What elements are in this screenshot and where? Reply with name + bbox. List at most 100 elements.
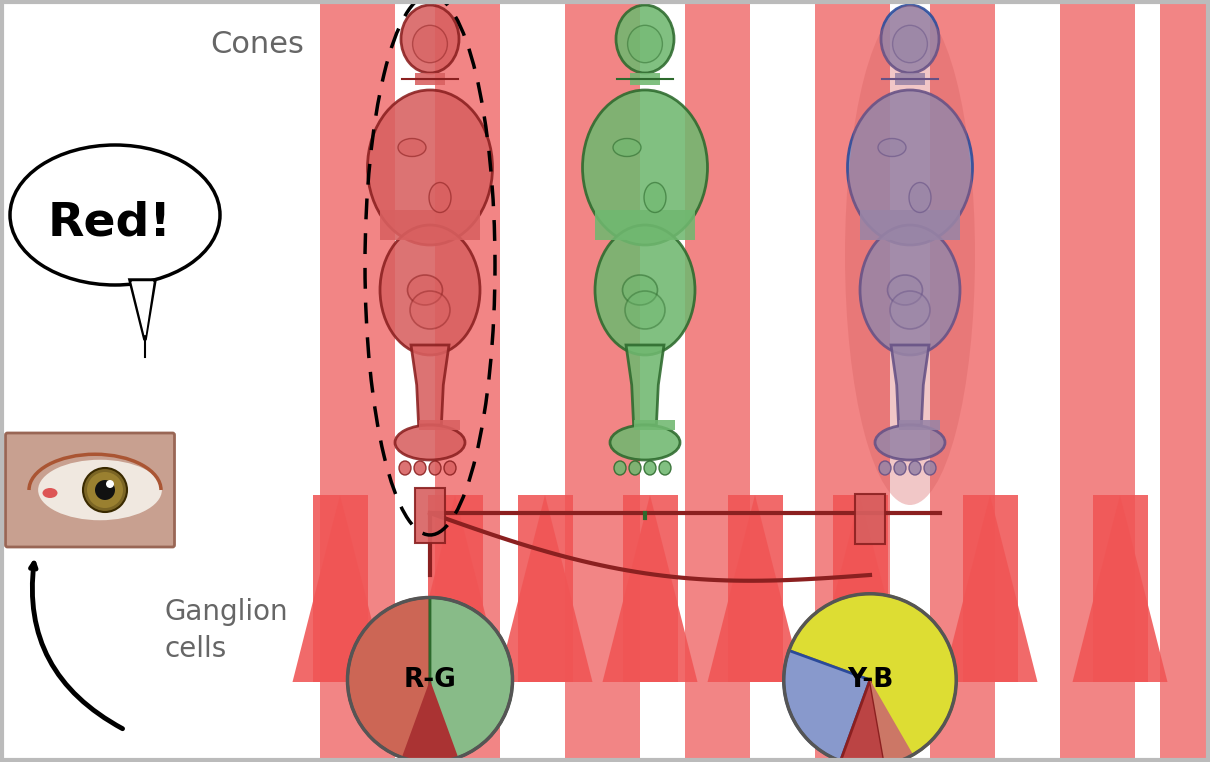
- Ellipse shape: [430, 461, 440, 475]
- Circle shape: [106, 480, 114, 488]
- Bar: [380, 210, 480, 240]
- Polygon shape: [408, 495, 502, 682]
- Polygon shape: [603, 495, 697, 682]
- Bar: [895, 73, 924, 85]
- Ellipse shape: [860, 225, 960, 355]
- Ellipse shape: [924, 461, 937, 475]
- Ellipse shape: [582, 90, 708, 245]
- Ellipse shape: [394, 425, 465, 460]
- Bar: [415, 488, 445, 543]
- Wedge shape: [870, 680, 914, 762]
- Ellipse shape: [368, 90, 492, 245]
- Circle shape: [83, 468, 127, 512]
- Bar: [415, 73, 445, 85]
- Ellipse shape: [875, 425, 945, 460]
- Ellipse shape: [414, 461, 426, 475]
- Polygon shape: [626, 345, 664, 425]
- Polygon shape: [812, 495, 908, 682]
- Ellipse shape: [39, 459, 162, 520]
- Circle shape: [96, 480, 115, 500]
- Bar: [832, 495, 887, 682]
- Wedge shape: [784, 651, 870, 761]
- Wedge shape: [841, 680, 885, 762]
- Bar: [419, 420, 460, 430]
- Bar: [816, 0, 891, 762]
- Bar: [1160, 0, 1210, 762]
- Ellipse shape: [399, 461, 411, 475]
- Ellipse shape: [622, 275, 657, 305]
- Bar: [899, 420, 940, 430]
- Ellipse shape: [644, 461, 656, 475]
- Ellipse shape: [613, 461, 626, 475]
- Ellipse shape: [408, 275, 443, 305]
- Bar: [930, 0, 995, 762]
- Bar: [860, 210, 960, 240]
- Ellipse shape: [659, 461, 672, 475]
- Ellipse shape: [616, 5, 674, 73]
- Ellipse shape: [881, 5, 939, 73]
- Ellipse shape: [444, 461, 456, 475]
- Ellipse shape: [629, 461, 641, 475]
- Text: Red!: Red!: [48, 200, 172, 245]
- Polygon shape: [891, 345, 929, 425]
- Ellipse shape: [891, 291, 930, 329]
- Bar: [427, 495, 483, 682]
- Ellipse shape: [42, 488, 58, 498]
- Bar: [1093, 495, 1147, 682]
- Bar: [595, 210, 695, 240]
- Ellipse shape: [595, 225, 695, 355]
- Ellipse shape: [626, 291, 666, 329]
- Ellipse shape: [413, 25, 448, 62]
- Text: Y-B: Y-B: [847, 667, 893, 693]
- Polygon shape: [497, 495, 593, 682]
- Wedge shape: [430, 597, 513, 762]
- Bar: [518, 495, 572, 682]
- Ellipse shape: [894, 461, 906, 475]
- Polygon shape: [943, 495, 1037, 682]
- Bar: [565, 0, 640, 762]
- Ellipse shape: [847, 90, 973, 245]
- Ellipse shape: [398, 139, 426, 156]
- Polygon shape: [708, 495, 802, 682]
- Ellipse shape: [430, 183, 451, 213]
- Ellipse shape: [845, 5, 975, 505]
- Bar: [855, 494, 885, 544]
- Polygon shape: [132, 282, 152, 335]
- Ellipse shape: [878, 139, 906, 156]
- Polygon shape: [1072, 495, 1168, 682]
- Ellipse shape: [380, 225, 480, 355]
- Wedge shape: [402, 680, 459, 762]
- Bar: [312, 495, 368, 682]
- Ellipse shape: [878, 461, 891, 475]
- Ellipse shape: [893, 25, 927, 62]
- Ellipse shape: [610, 425, 680, 460]
- Bar: [634, 420, 675, 430]
- Ellipse shape: [887, 275, 922, 305]
- Bar: [1060, 0, 1135, 762]
- Bar: [630, 73, 659, 85]
- Ellipse shape: [613, 139, 641, 156]
- Polygon shape: [411, 345, 449, 425]
- Ellipse shape: [628, 25, 662, 62]
- Text: Cones: Cones: [211, 30, 304, 59]
- Ellipse shape: [10, 145, 220, 285]
- Ellipse shape: [410, 291, 450, 329]
- Ellipse shape: [401, 5, 459, 73]
- Bar: [319, 0, 394, 762]
- Bar: [727, 495, 783, 682]
- Bar: [685, 0, 750, 762]
- Text: R-G: R-G: [404, 667, 456, 693]
- Circle shape: [87, 472, 123, 508]
- Wedge shape: [347, 597, 430, 762]
- Text: Ganglion
cells: Ganglion cells: [165, 598, 289, 663]
- Bar: [622, 495, 678, 682]
- Bar: [962, 495, 1018, 682]
- Ellipse shape: [644, 183, 666, 213]
- Wedge shape: [789, 594, 956, 762]
- Polygon shape: [129, 280, 155, 340]
- Ellipse shape: [909, 461, 921, 475]
- Ellipse shape: [909, 183, 930, 213]
- Bar: [436, 0, 500, 762]
- Polygon shape: [293, 495, 387, 682]
- FancyBboxPatch shape: [6, 433, 174, 547]
